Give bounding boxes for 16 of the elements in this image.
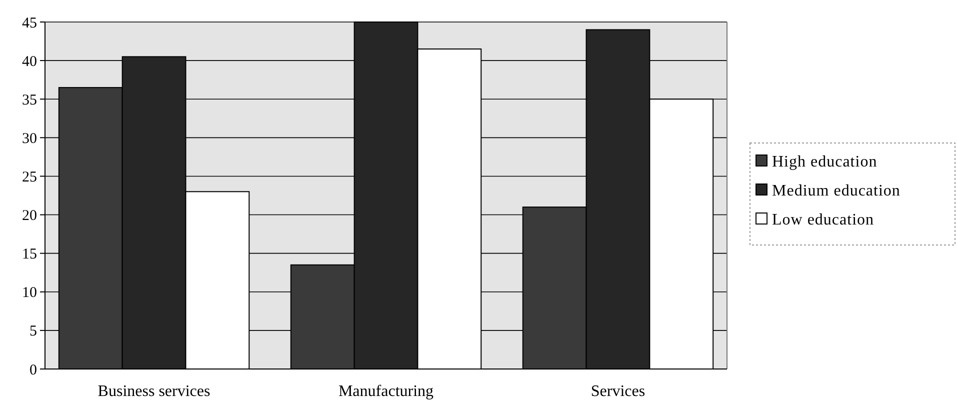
legend-label: Medium education <box>772 182 900 200</box>
legend-label: High education <box>772 154 878 171</box>
y-tick-label: 30 <box>22 130 37 147</box>
legend-label: Low education <box>772 212 874 229</box>
y-tick-label: 20 <box>22 208 37 224</box>
y-tick-label: 5 <box>30 324 37 340</box>
y-tick-label: 25 <box>22 169 37 186</box>
x-tick-label: Business services <box>98 383 210 400</box>
x-tick-label: Manufacturing <box>338 383 434 400</box>
y-tick-label: 35 <box>22 92 37 108</box>
x-tick-label: Services <box>590 383 646 400</box>
y-tick-label: 0 <box>30 362 37 378</box>
y-tick-label: 40 <box>22 54 37 70</box>
y-tick-label: 10 <box>22 285 37 302</box>
y-tick-label: 15 <box>22 246 37 263</box>
y-tick-label: 45 <box>22 15 37 32</box>
